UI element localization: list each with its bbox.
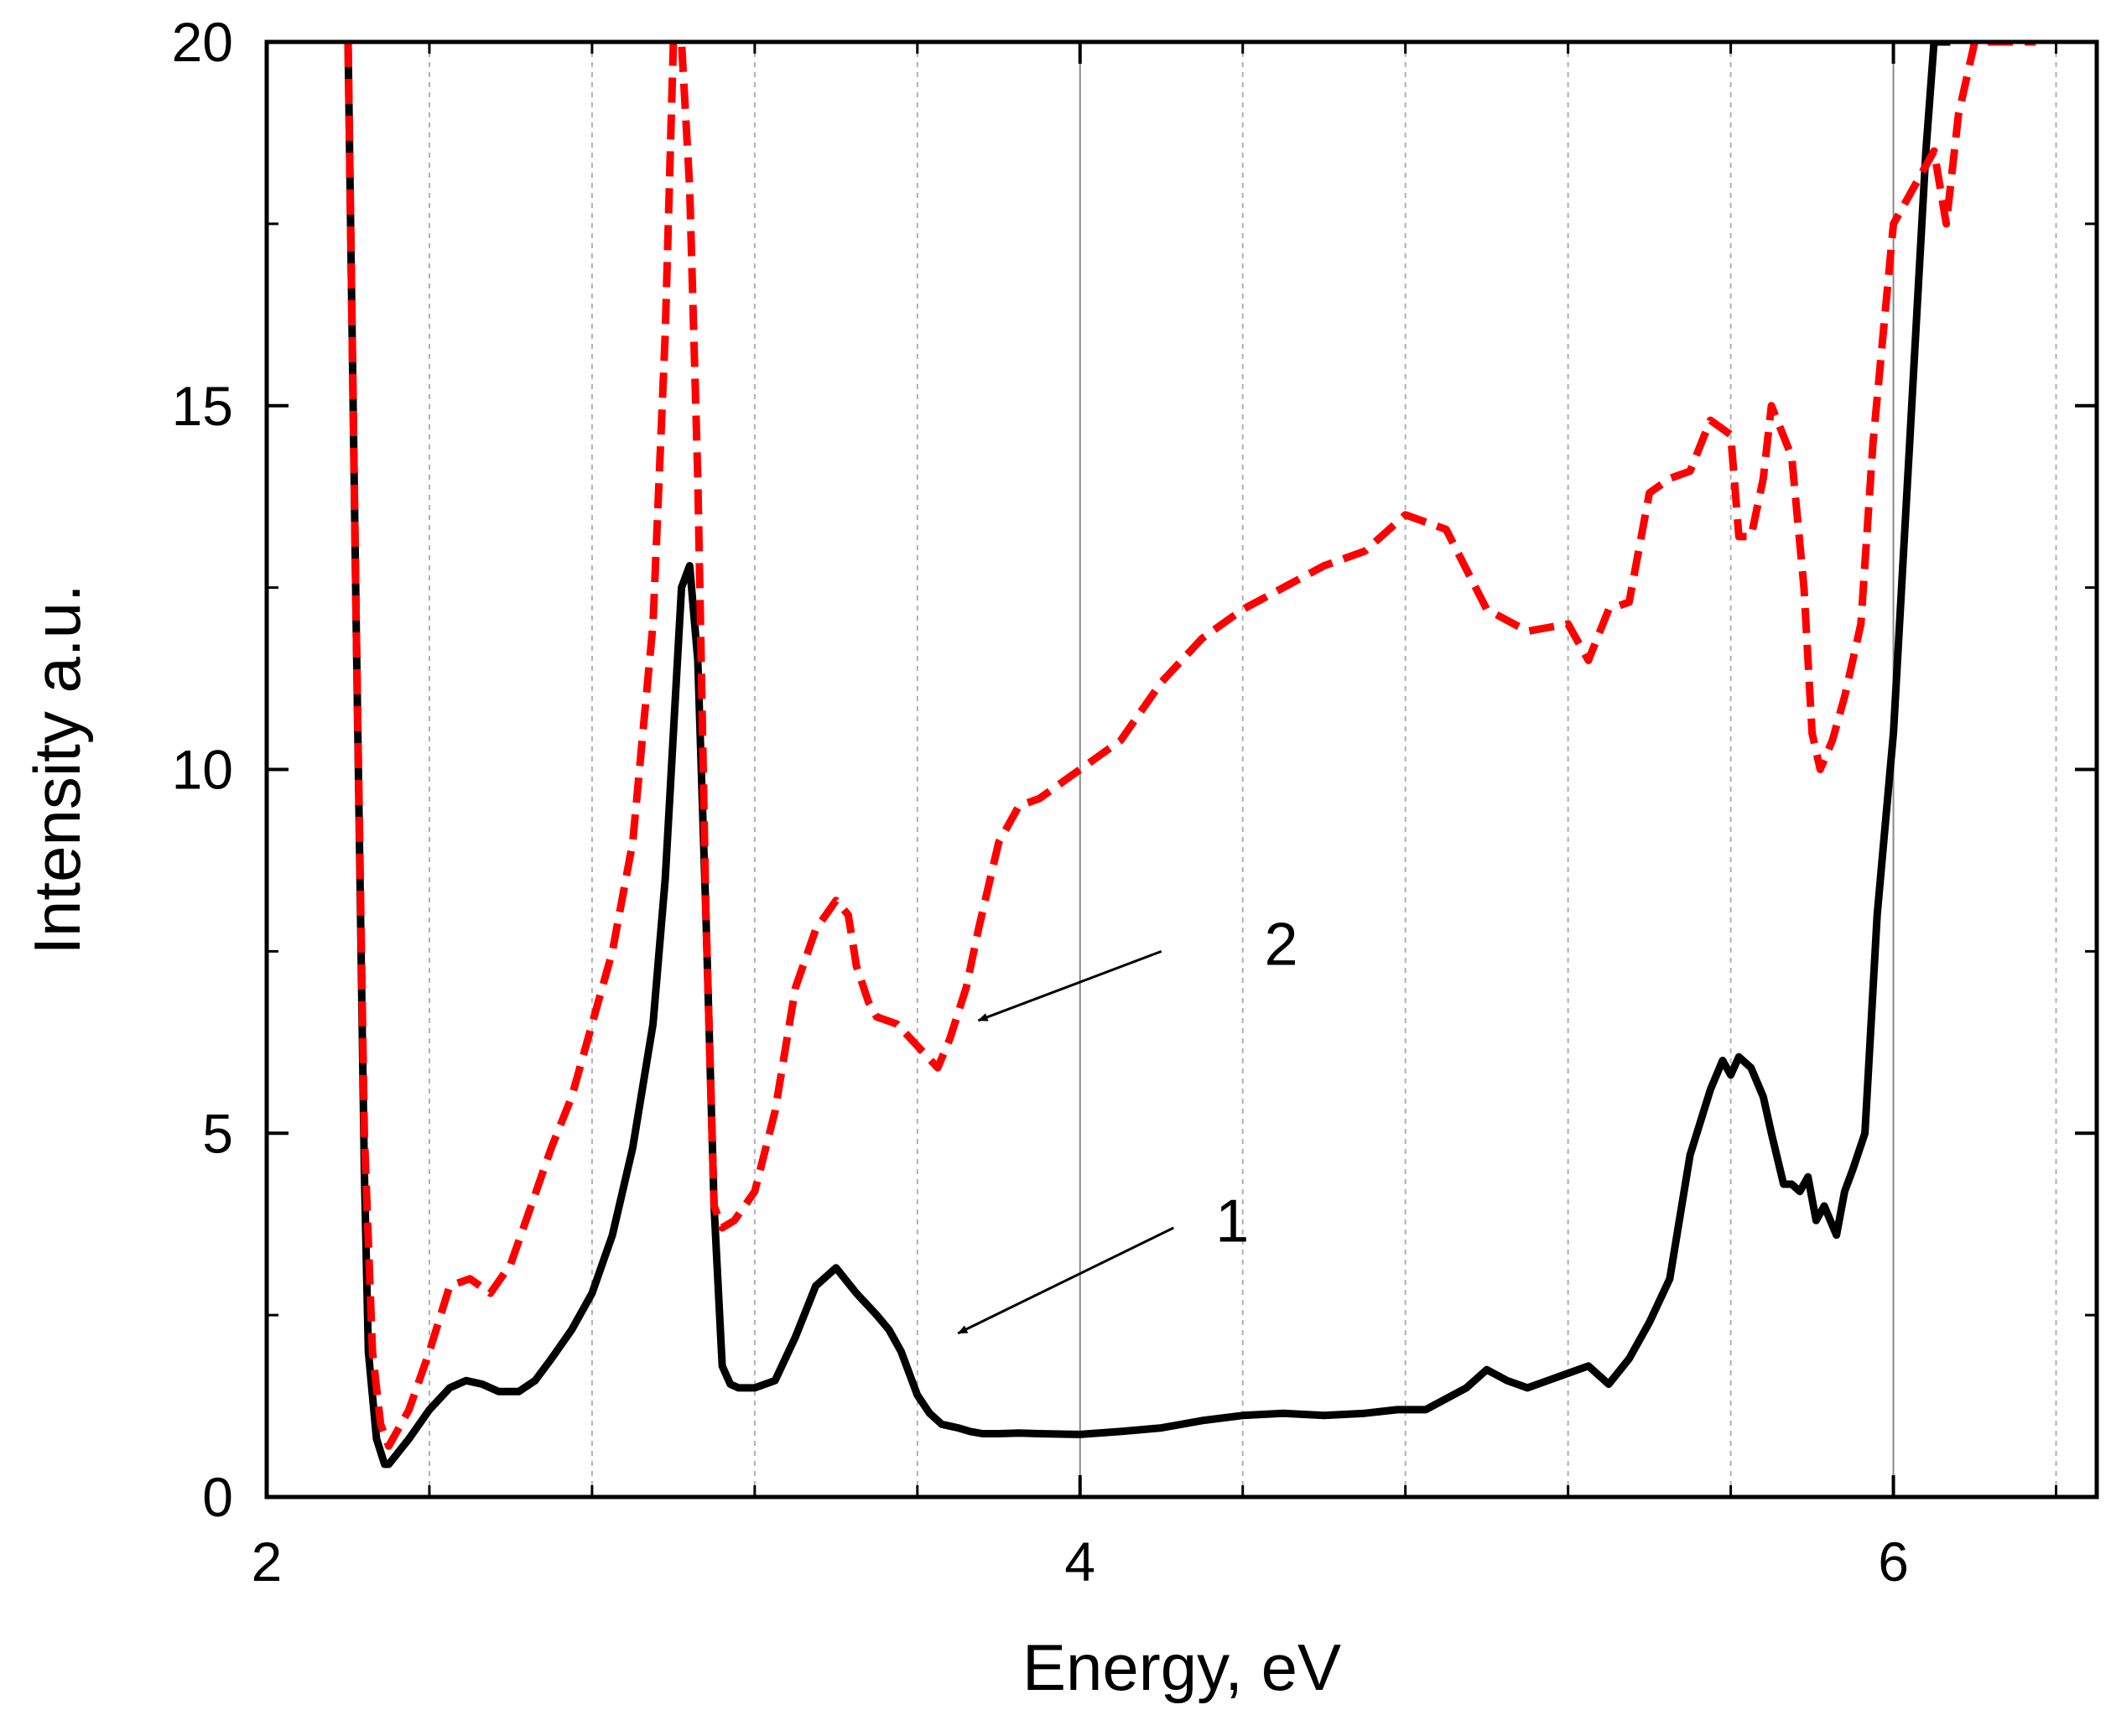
x-tick-label-2: 6 [1878, 1531, 1909, 1593]
y-tick-label-2: 10 [172, 739, 233, 801]
y-axis-title: Intensity a.u. [20, 584, 94, 954]
series-layer [344, 42, 2036, 1468]
x-tick-label-1: 4 [1064, 1531, 1095, 1593]
x-tick-label-0: 2 [252, 1531, 283, 1593]
annotation-label-1: 1 [1215, 1188, 1249, 1255]
series-2-line [344, 42, 2036, 1450]
x-axis-title: Energy, eV [1022, 1630, 1341, 1704]
annotation-arrow-2 [977, 949, 1162, 1022]
y-tick-label-3: 15 [172, 375, 233, 437]
series-1-line [344, 42, 1951, 1468]
y-tick-label-4: 20 [172, 11, 233, 73]
annotation-layer: 12 [957, 912, 1298, 1335]
grid-layer [428, 42, 2057, 1497]
y-tick-label-1: 5 [202, 1102, 233, 1164]
ticks-layer: 2 4 6 0 5 10 15 20 [172, 11, 2097, 1593]
y-tick-label-0: 0 [202, 1466, 233, 1528]
annotation-arrow-1 [957, 1226, 1174, 1335]
annotation-label-2: 2 [1264, 912, 1297, 979]
